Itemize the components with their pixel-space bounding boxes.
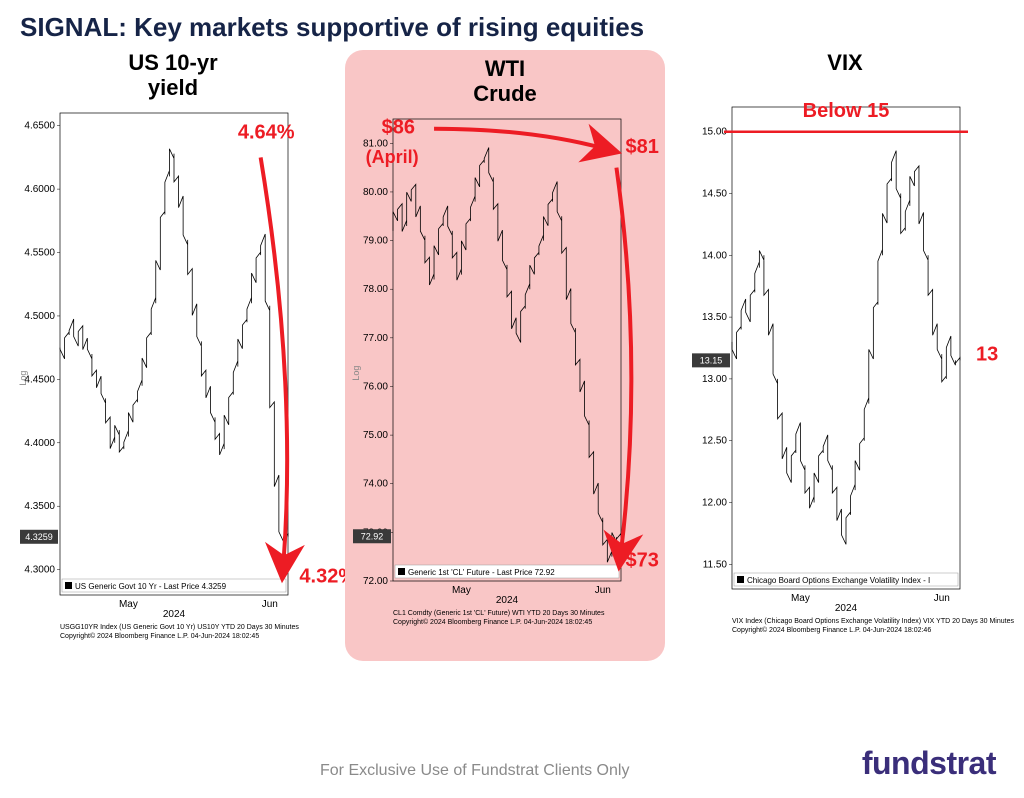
highlight-box: WTICrude 72.0073.0074.0075.0076.0077.007… — [345, 50, 665, 661]
svg-text:4.5500: 4.5500 — [24, 247, 55, 258]
svg-text:4.3000: 4.3000 — [24, 564, 55, 575]
svg-text:Generic 1st 'CL' Future - Last: Generic 1st 'CL' Future - Last Price 72.… — [408, 568, 555, 577]
svg-text:Copyright© 2024 Bloomberg Fina: Copyright© 2024 Bloomberg Finance L.P. 0… — [393, 618, 592, 626]
svg-text:Below 15: Below 15 — [803, 100, 890, 122]
svg-text:2024: 2024 — [163, 609, 186, 620]
svg-text:(April): (April) — [366, 146, 419, 166]
svg-text:78.00: 78.00 — [363, 284, 388, 295]
svg-text:May: May — [119, 599, 138, 610]
svg-text:4.3500: 4.3500 — [24, 501, 55, 512]
svg-text:4.4000: 4.4000 — [24, 437, 55, 448]
svg-text:Copyright© 2024 Bloomberg Fina: Copyright© 2024 Bloomberg Finance L.P. 0… — [60, 632, 259, 640]
footer-text: For Exclusive Use of Fundstrat Clients O… — [320, 762, 629, 780]
svg-text:VIX Index (Chicago Board Optio: VIX Index (Chicago Board Options Exchang… — [732, 618, 1014, 625]
chart-wti: 72.0073.0074.0075.0076.0077.0078.0079.00… — [351, 111, 631, 651]
svg-text:$73: $73 — [626, 549, 659, 571]
svg-text:Jun: Jun — [934, 593, 950, 604]
svg-text:13.00: 13.00 — [702, 374, 727, 385]
svg-text:15.00: 15.00 — [702, 127, 727, 138]
panel-title-yield: US 10-yryield — [18, 50, 328, 101]
svg-text:CL1 Comdty (Generic 1st 'CL' F: CL1 Comdty (Generic 1st 'CL' Future) WTI… — [393, 610, 605, 617]
svg-text:13.15: 13.15 — [700, 356, 723, 366]
panel-wti: WTICrude 72.0073.0074.0075.0076.0077.007… — [345, 50, 665, 661]
svg-text:77.00: 77.00 — [363, 332, 388, 343]
svg-text:Copyright© 2024 Bloomberg Fina: Copyright© 2024 Bloomberg Finance L.P. 0… — [732, 626, 931, 634]
logo: fundstrat — [862, 745, 996, 782]
svg-text:Log: Log — [18, 370, 28, 385]
svg-text:76.00: 76.00 — [363, 381, 388, 392]
svg-text:14.00: 14.00 — [702, 251, 727, 262]
svg-text:72.92: 72.92 — [361, 531, 384, 541]
page-title: SIGNAL: Key markets supportive of rising… — [20, 12, 644, 43]
panel-title-wti: WTICrude — [351, 56, 659, 107]
svg-text:Jun: Jun — [262, 599, 278, 610]
svg-text:$86: $86 — [382, 116, 415, 138]
svg-text:4.3259: 4.3259 — [25, 531, 53, 541]
svg-text:USGG10YR Index (US Generic Gov: USGG10YR Index (US Generic Govt 10 Yr) U… — [60, 624, 299, 631]
svg-text:US Generic Govt 10 Yr - Last P: US Generic Govt 10 Yr - Last Price 4.325… — [75, 582, 227, 591]
svg-text:4.6500: 4.6500 — [24, 120, 55, 131]
svg-text:Chicago Board Options Exchange: Chicago Board Options Exchange Volatilit… — [747, 576, 930, 585]
panel-yield: US 10-yryield 4.30004.35004.40004.45004.… — [18, 50, 328, 665]
chart-vix: 11.50 12.00 12.50 13.00 13.50 14.00 14.50 15.00… — [690, 99, 970, 659]
svg-text:Jun: Jun — [595, 585, 611, 596]
svg-text:75.00: 75.00 — [363, 430, 388, 441]
svg-text:12.50: 12.50 — [702, 436, 727, 447]
svg-text:11.50: 11.50 — [703, 560, 728, 571]
svg-text:4.5000: 4.5000 — [24, 311, 55, 322]
svg-text:2024: 2024 — [835, 603, 858, 614]
svg-text:13: 13 — [976, 344, 998, 366]
svg-text:74.00: 74.00 — [363, 478, 388, 489]
svg-text:14.50: 14.50 — [702, 189, 727, 200]
svg-text:12.00: 12.00 — [702, 498, 727, 509]
chart-yield: 4.3000 4.3500 4.4000 4.4500 4.5000 4.5500 4.60… — [18, 105, 298, 665]
svg-text:13.50: 13.50 — [702, 312, 727, 323]
svg-text:4.6000: 4.6000 — [24, 184, 55, 195]
svg-text:72.00: 72.00 — [363, 576, 388, 587]
svg-text:80.00: 80.00 — [363, 187, 388, 198]
svg-text:4.64%: 4.64% — [238, 121, 295, 143]
svg-text:2024: 2024 — [496, 595, 519, 606]
panel-title-vix: VIX — [690, 50, 1000, 75]
svg-text:$81: $81 — [626, 136, 659, 158]
svg-text:May: May — [791, 593, 810, 604]
panel-vix: VIX 11.5012.0012.5013.0013.5014.0014.501… — [690, 50, 1000, 659]
svg-text:79.00: 79.00 — [363, 235, 388, 246]
svg-text:Log: Log — [351, 365, 361, 380]
svg-text:4.4500: 4.4500 — [24, 374, 55, 385]
svg-text:May: May — [452, 585, 471, 596]
